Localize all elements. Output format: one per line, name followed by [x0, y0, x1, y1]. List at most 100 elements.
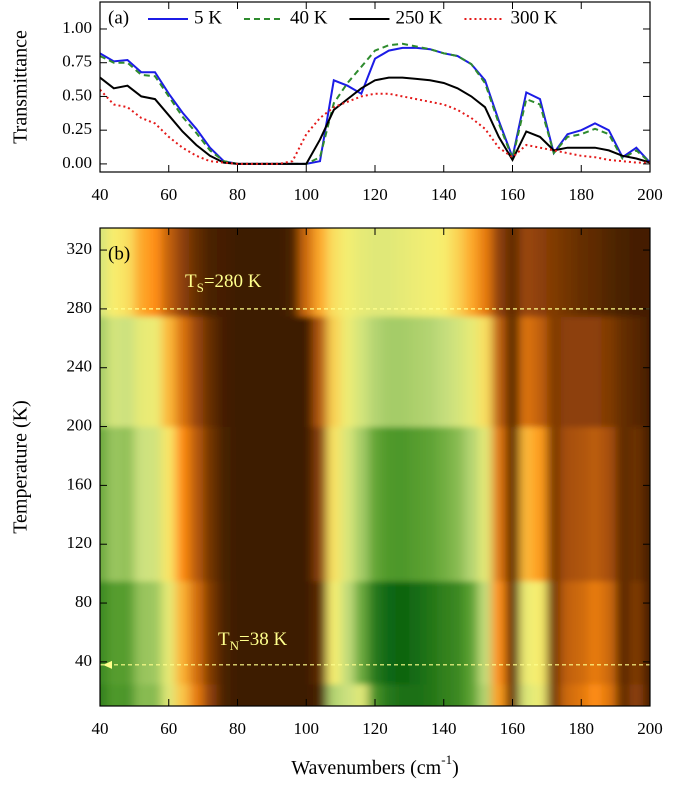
heatmap-cell	[299, 426, 314, 582]
heatmap-cell	[464, 683, 479, 706]
heatmap-cell	[354, 228, 369, 317]
x-axis-label-superscript: -1	[441, 752, 452, 767]
series-line	[100, 42, 650, 165]
heatmap-cell	[230, 580, 245, 685]
heatmap-cell	[381, 316, 397, 428]
heatmap-cell	[409, 228, 424, 317]
heatmap-cell	[436, 580, 452, 685]
heatmap-cell	[313, 426, 328, 582]
heatmap-cell	[134, 683, 149, 706]
heatmap-cell	[423, 316, 438, 428]
heatmap-cell	[368, 426, 383, 582]
heatmap-cell	[491, 426, 507, 582]
heatmap-cell	[106, 683, 122, 706]
heatmap-cell	[100, 316, 108, 428]
series-line	[100, 46, 650, 165]
heatmap-cell	[271, 683, 287, 706]
heatmap-cell	[340, 580, 355, 685]
heatmap-cell	[423, 426, 438, 582]
annotation-symbol: T	[185, 271, 197, 292]
heatmap-cell	[354, 316, 369, 428]
heatmap-cell	[285, 228, 300, 317]
x-tick-label: 140	[431, 185, 457, 204]
heatmap-cell	[313, 316, 328, 428]
heatmap-cell	[615, 426, 630, 582]
heatmap-cell	[436, 683, 452, 706]
heatmap-cell	[601, 228, 617, 317]
heatmap-cell	[120, 683, 135, 706]
y-tick-label: 280	[67, 298, 93, 317]
heatmap-cell	[299, 683, 314, 706]
heatmap-cell	[450, 316, 465, 428]
heatmap-cell	[244, 683, 259, 706]
legend-label: 250 K	[395, 7, 442, 28]
heatmap-cell	[601, 426, 617, 582]
heatmap-cell	[409, 316, 424, 428]
heatmap-cell	[258, 580, 273, 685]
heatmap-cell	[120, 580, 135, 685]
x-axis-label-after: )	[452, 757, 459, 779]
heatmap-cell	[533, 316, 548, 428]
heatmap-cell	[478, 426, 493, 582]
heatmap-cell	[464, 426, 479, 582]
heatmap-cell	[354, 426, 369, 582]
heatmap-cell	[505, 426, 520, 582]
heatmap-cell	[505, 228, 520, 317]
heatmap-cell	[519, 316, 534, 428]
x-tick-label: 180	[569, 719, 595, 738]
heatmap-cell	[258, 426, 273, 582]
heatmap-cell	[491, 683, 507, 706]
x-tick-label: 120	[362, 185, 388, 204]
heatmap-cell	[478, 228, 493, 317]
heatmap-cell	[574, 580, 589, 685]
y-tick-label: 0.00	[62, 153, 92, 172]
heatmap-cell	[134, 580, 149, 685]
heatmap-cell	[409, 580, 424, 685]
x-tick-label: 40	[92, 719, 109, 738]
x-tick-label: 100	[294, 719, 320, 738]
heatmap-cell	[478, 580, 493, 685]
heatmap-cell	[161, 426, 177, 582]
heatmap-cell	[216, 683, 232, 706]
heatmap-cell	[478, 683, 493, 706]
heatmap-cell	[189, 316, 204, 428]
heatmap-cell	[216, 316, 232, 428]
y-tick-label: 160	[67, 474, 93, 493]
heatmap-cell	[134, 316, 149, 428]
heatmap-cell	[161, 228, 177, 317]
heatmap-cell	[560, 316, 575, 428]
legend-label: 40 K	[290, 7, 328, 28]
heatmap-cell	[258, 683, 273, 706]
heatmap-cell	[381, 426, 397, 582]
heatmap-cell	[203, 683, 218, 706]
heatmap-cell	[409, 683, 424, 706]
heatmap-cell	[643, 683, 650, 706]
legend-label: 300 K	[510, 7, 557, 28]
heatmap-cell	[189, 580, 204, 685]
x-tick-label: 140	[431, 719, 457, 738]
y-tick-label: 120	[67, 533, 93, 552]
annotation-text: =38 K	[239, 629, 287, 650]
heatmap-cell	[643, 580, 650, 685]
heatmap-cell	[560, 426, 575, 582]
heatmap-cell	[271, 228, 287, 317]
heatmap-cell	[271, 426, 287, 582]
heatmap-cell	[381, 580, 397, 685]
heatmap-cell	[175, 316, 190, 428]
annotation: TN=38 K	[218, 629, 287, 653]
heatmap-cell	[464, 316, 479, 428]
y-tick-label: 0.75	[62, 52, 92, 71]
heatmap-cell	[395, 228, 410, 317]
heatmap-cell	[100, 580, 108, 685]
heatmap-cell	[148, 228, 163, 317]
heatmap-cell	[258, 228, 273, 317]
y-tick-label: 240	[67, 357, 93, 376]
heatmap-cell	[285, 426, 300, 582]
x-tick-label: 200	[637, 185, 663, 204]
heatmap-cell	[340, 426, 355, 582]
heatmap-cell	[271, 580, 287, 685]
heatmap-cell	[313, 228, 328, 317]
x-tick-label: 40	[92, 185, 109, 204]
heatmap-cell	[326, 228, 342, 317]
heatmap-cell	[285, 683, 300, 706]
